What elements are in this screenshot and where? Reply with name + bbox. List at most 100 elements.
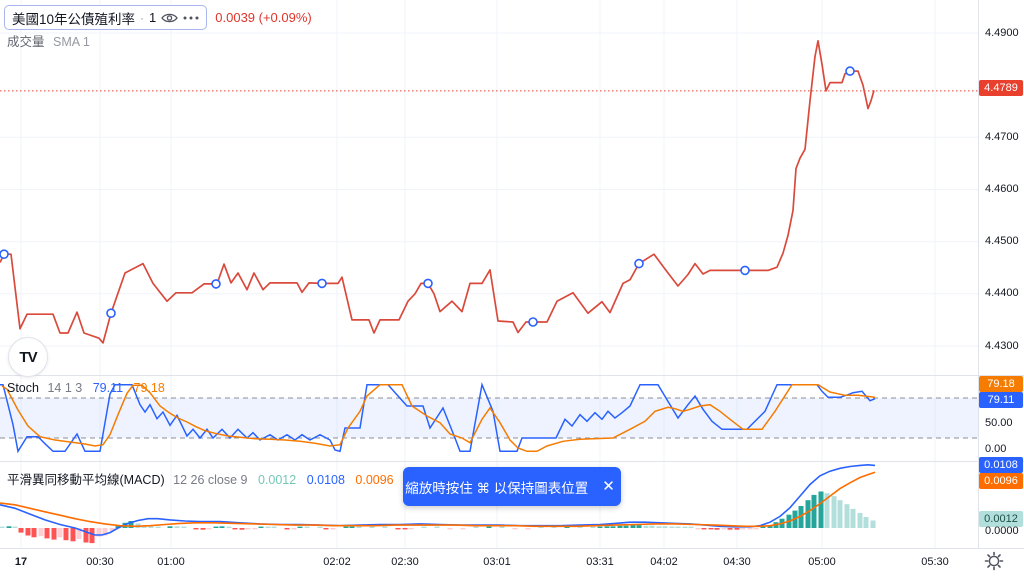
macd-hist-bar [701,528,707,530]
macd-legend[interactable]: 平滑異同移動平均線(MACD) 12 26 close 9 0.0012 0.0… [7,469,394,488]
macd-hist-bar [662,526,668,528]
time-label: 02:30 [391,556,419,568]
macd-signal-value: 0.0096 [355,473,394,487]
more-options-icon[interactable] [183,16,199,20]
macd-badge: 0.0108 [979,457,1023,473]
macd-hist-bar [870,520,876,528]
macd-hist-bar [330,528,336,530]
stoch-legend[interactable]: Stoch 14 1 3 79.11 79.18 [7,381,165,395]
stoch-d-line [1,383,876,453]
stoch-band [0,398,978,438]
stoch-k-line [0,382,876,454]
macd-hist-bar [643,525,649,528]
time-label: 00:30 [86,556,114,568]
macd-hist-bar [349,526,355,528]
eye-icon[interactable] [161,12,179,24]
pane-separator-stoch[interactable] [0,375,1024,376]
macd-hist-bar [31,528,37,538]
tradingview-logo[interactable]: TV [8,337,48,377]
time-label: 03:01 [483,556,511,568]
macd-hist-bar [623,525,629,528]
pane-separator-macd[interactable] [0,461,1024,462]
chart-canvas[interactable] [0,0,978,549]
macd-hist-bar [421,526,427,528]
macd-hist-bar [12,526,18,528]
macd-hist-bar [258,526,264,528]
price-axis-label: 4.4900 [985,26,1019,39]
macd-hist-bar [837,500,843,528]
macd-hist-bar [499,526,505,528]
time-label: 02:02 [323,556,351,568]
macd-hist-bar [590,526,596,528]
macd-hist-bar [200,528,206,530]
interval-label[interactable]: 1 [149,10,157,25]
time-label: 04:02 [650,556,678,568]
stoch-name: Stoch [7,381,39,395]
macd-hist-bar [102,528,108,536]
macd-hist-bar [760,526,766,528]
time-axis-separator [0,548,1024,549]
price-marker [423,278,433,289]
macd-hist-bar [239,528,245,530]
macd-hist-bar [636,525,642,528]
macd-hist-bar [512,528,518,530]
macd-hist-bar [70,528,76,542]
macd-hist-bar [649,525,655,528]
macd-hist-value: 0.0012 [257,473,297,487]
macd-hist-bar [831,496,837,528]
macd-hist-bar [656,526,662,528]
macd-hist-bar [38,528,44,537]
volume-legend[interactable]: 成交量 SMA 1 [7,31,90,50]
macd-axis-label: 0.0000 [985,524,1019,537]
macd-hist-bar [402,528,408,530]
macd-hist-bar [688,526,694,528]
macd-hist-bar [844,504,850,528]
macd-hist-bar [695,528,701,530]
macd-hist-bar [181,526,187,528]
macd-hist-bar [265,526,271,528]
time-label: 01:00 [157,556,185,568]
macd-hist-bar [610,526,616,528]
symbol-legend-box[interactable]: 美國10年公債殖利率 · 1 [4,5,208,30]
macd-hist-bar [486,526,492,528]
macd-hist-bar [317,526,323,528]
price-marker [317,278,327,289]
macd-hist-bar [798,506,804,528]
price-marker [528,317,538,327]
macd-hist-bar [284,528,290,530]
macd-hist-bar [148,526,154,528]
macd-hist-bar [226,526,232,528]
macd-hist-bar [551,526,557,528]
current-price-badge: 4.4789 [979,80,1023,96]
macd-hist-bar [767,525,773,528]
macd-hist-bar [83,528,89,543]
stoch-d-badge: 79.18 [979,376,1023,392]
macd-hist-bar [597,526,603,528]
macd-hist-bar [818,491,824,528]
macd-hist-bar [734,528,740,530]
macd-hist-bar [824,493,830,528]
macd-hist-bar [44,528,50,539]
tradingview-logo-text: TV [19,348,37,366]
macd-hist-bar [213,526,219,528]
macd-hist-bar [669,526,675,528]
macd-hist-bar [343,526,349,528]
stoch-k-value: 79.11 [92,381,124,395]
macd-hist-bar [297,526,303,528]
close-icon[interactable]: ✕ [602,478,615,495]
macd-hist-bar [232,528,238,530]
macd-hist-bar [291,528,297,530]
macd-hist-bar [382,526,388,528]
price-line [0,39,875,344]
macd-hist-bar [675,526,681,528]
time-axis[interactable]: 17 00:30 01:00 02:02 02:30 03:01 03:31 04:02 04:… [0,549,1024,578]
macd-hist-bar [271,526,277,528]
macd-hist-bar [128,521,134,528]
toast-text: 縮放時按住 ⌘ 以保持圖表位置 [405,480,589,496]
macd-hist-bar [89,528,95,544]
macd-hist-bar [174,526,180,528]
macd-hist-bar [863,517,869,528]
macd-hist-bar [538,526,544,528]
gear-icon[interactable] [984,551,1004,571]
